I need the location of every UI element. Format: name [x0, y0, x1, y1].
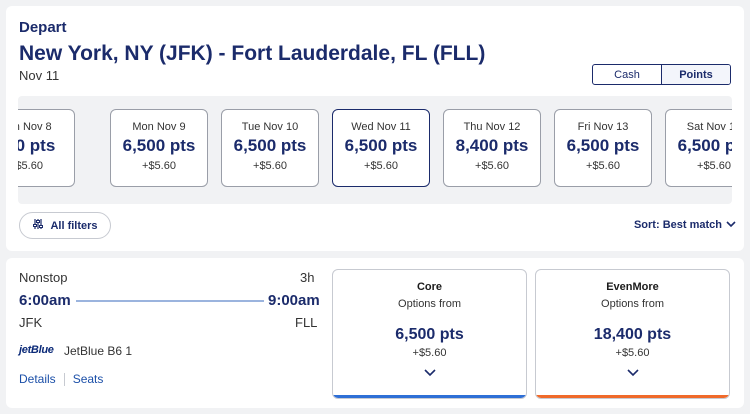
sort-label: Sort: Best match — [633, 219, 722, 231]
fare-subtitle: Options from — [601, 298, 664, 310]
seats-link[interactable]: Seats — [72, 372, 104, 386]
fare-accent-bar — [333, 395, 526, 398]
chevron-down-icon — [726, 219, 736, 231]
date-card-fee: +$5.60 — [586, 160, 620, 172]
chevron-down-icon — [626, 364, 639, 382]
date-card-day: Wed Nov 11 — [351, 121, 411, 133]
date-card-points: 6,500 pts — [344, 136, 418, 155]
selected-date: Nov 11 — [19, 68, 60, 83]
fare-points: 18,400 pts — [593, 326, 672, 343]
date-card-points: 6,500 pts — [677, 136, 732, 155]
departure-time: 6:00am — [19, 292, 71, 309]
cash-toggle-button[interactable]: Cash — [614, 68, 640, 81]
date-card-points: 8,400 pts — [455, 136, 529, 155]
date-card-fee: +$5.60 — [697, 160, 731, 172]
fare-core-card[interactable]: Core Options from 6,500 pts +$5.60 — [332, 269, 527, 399]
fare-name: EvenMore — [606, 281, 659, 293]
date-card-points: 6,500 pts — [566, 136, 640, 155]
date-card-fee: +$5.60 — [364, 160, 398, 172]
date-card-fee: +$5.60 — [18, 160, 43, 172]
sort-dropdown[interactable]: Sort: Best match — [634, 219, 736, 231]
all-filters-label: All filters — [50, 219, 98, 232]
date-card-day: Fri Nov 13 — [577, 121, 629, 133]
date-card[interactable]: Fri Nov 13 6,500 pts +$5.60 — [554, 109, 652, 187]
date-card-day: Thu Nov 12 — [463, 121, 521, 133]
fare-accent-bar — [536, 395, 729, 398]
date-card-selected[interactable]: Wed Nov 11 6,500 pts +$5.60 — [332, 109, 430, 187]
depart-panel: Depart New York, NY (JFK) - Fort Lauderd… — [6, 6, 744, 251]
all-filters-button[interactable]: All filters — [19, 212, 111, 239]
date-card-day: Sun Nov 8 — [18, 121, 52, 133]
date-card-fee: +$5.60 — [142, 160, 176, 172]
chevron-down-icon — [423, 364, 436, 382]
arrival-time: 9:00am — [268, 292, 320, 309]
route-line — [76, 300, 264, 302]
date-card[interactable]: Thu Nov 12 8,400 pts +$5.60 — [443, 109, 541, 187]
date-card-day: Mon Nov 9 — [132, 121, 186, 133]
airline-flight-number: JetBlue B6 1 — [64, 344, 133, 358]
flight-links: Details Seats — [19, 372, 103, 386]
route-title: New York, NY (JFK) - Fort Lauderdale, FL… — [19, 42, 486, 65]
date-card-points: 6,500 pts — [233, 136, 307, 155]
fare-points: 6,500 pts — [395, 326, 464, 343]
flight-result-card: Nonstop 3h 6:00am 9:00am JFK FLL jetBlue… — [6, 258, 744, 408]
fare-evenmore-card[interactable]: EvenMore Options from 18,400 pts +$5.60 — [535, 269, 730, 399]
fare-fee: +$5.60 — [412, 347, 447, 359]
date-card-day: Tue Nov 10 — [241, 121, 299, 133]
date-carousel: Sun Nov 8 500 pts +$5.60 Mon Nov 9 6,500… — [18, 96, 732, 204]
date-card-fee: +$5.60 — [475, 160, 509, 172]
filter-sliders-icon — [32, 218, 44, 233]
link-divider — [63, 372, 65, 386]
arrival-airport: FLL — [295, 315, 318, 330]
fare-subtitle: Options from — [398, 298, 461, 310]
date-card-points: 500 pts — [18, 136, 56, 155]
date-card-points: 6,500 pts — [122, 136, 196, 155]
date-card[interactable]: Mon Nov 9 6,500 pts +$5.60 — [110, 109, 208, 187]
date-card[interactable]: Sun Nov 8 500 pts +$5.60 — [18, 109, 75, 187]
depart-label: Depart — [19, 19, 67, 36]
fare-name: Core — [416, 281, 443, 293]
stops-label: Nonstop — [19, 270, 68, 285]
date-card-fee: +$5.60 — [253, 160, 287, 172]
jetblue-logo: jetBlue — [19, 344, 54, 356]
details-link[interactable]: Details — [19, 372, 56, 386]
date-card[interactable]: Sat Nov 14 6,500 pts +$5.60 — [665, 109, 732, 187]
fare-fee: +$5.60 — [615, 347, 650, 359]
cash-points-toggle: Cash Points — [592, 64, 731, 85]
date-card[interactable]: Tue Nov 10 6,500 pts +$5.60 — [221, 109, 319, 187]
points-toggle-button[interactable]: Points — [661, 65, 730, 84]
date-card-day: Sat Nov 14 — [686, 121, 732, 133]
duration-label: 3h — [300, 270, 315, 285]
departure-airport: JFK — [19, 315, 43, 330]
